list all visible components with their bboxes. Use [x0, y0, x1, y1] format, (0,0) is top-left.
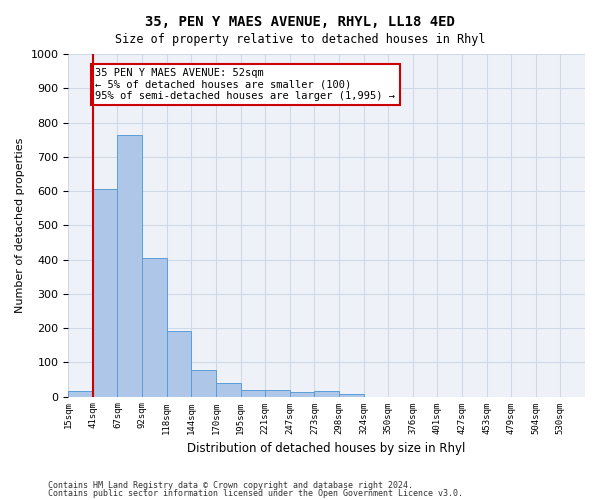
Bar: [290, 392, 314, 396]
Bar: [265, 390, 290, 396]
Text: Size of property relative to detached houses in Rhyl: Size of property relative to detached ho…: [115, 32, 485, 46]
Bar: [118, 134, 142, 396]
Bar: [142, 258, 167, 396]
Bar: [93, 190, 118, 396]
Text: 35, PEN Y MAES AVENUE, RHYL, LL18 4ED: 35, PEN Y MAES AVENUE, RHYL, LL18 4ED: [145, 15, 455, 29]
Bar: [241, 390, 265, 396]
Text: Contains HM Land Registry data © Crown copyright and database right 2024.: Contains HM Land Registry data © Crown c…: [48, 481, 413, 490]
Text: Contains public sector information licensed under the Open Government Licence v3: Contains public sector information licen…: [48, 488, 463, 498]
Text: 35 PEN Y MAES AVENUE: 52sqm
← 5% of detached houses are smaller (100)
95% of sem: 35 PEN Y MAES AVENUE: 52sqm ← 5% of deta…: [95, 68, 395, 101]
Bar: [216, 383, 241, 396]
Bar: [314, 392, 339, 396]
Bar: [339, 394, 364, 396]
Bar: [68, 392, 93, 396]
X-axis label: Distribution of detached houses by size in Rhyl: Distribution of detached houses by size …: [187, 442, 466, 455]
Y-axis label: Number of detached properties: Number of detached properties: [15, 138, 25, 313]
Bar: [167, 332, 191, 396]
Bar: [191, 370, 216, 396]
